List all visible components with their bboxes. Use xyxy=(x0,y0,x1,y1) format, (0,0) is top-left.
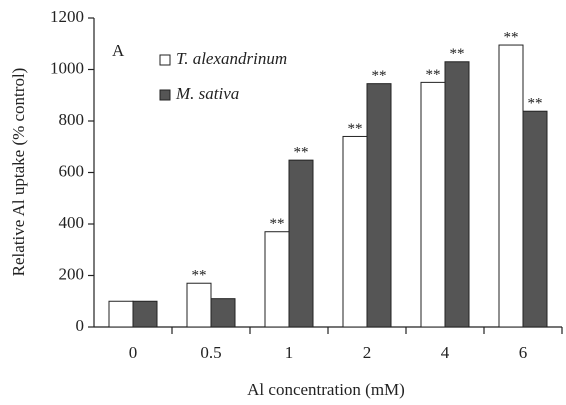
significance-label: ** xyxy=(528,96,543,112)
significance-label: ** xyxy=(294,145,309,161)
y-tick-label: 600 xyxy=(59,161,85,180)
significance-label: ** xyxy=(426,67,441,83)
bar xyxy=(264,231,290,328)
significance-label: ** xyxy=(270,216,285,232)
y-axis-title: Relative Al uptake (% control) xyxy=(9,68,28,277)
bar xyxy=(210,298,236,328)
legend-label: M. sativa xyxy=(175,84,239,103)
bar xyxy=(522,110,548,328)
significance-label: ** xyxy=(504,29,519,45)
bar xyxy=(444,61,470,328)
legend-label: T. alexandrinum xyxy=(176,49,287,68)
bar xyxy=(342,135,368,328)
y-tick-label: 0 xyxy=(76,316,85,335)
bar xyxy=(108,300,134,328)
x-tick-label: 2 xyxy=(363,343,372,362)
significance-label: ** xyxy=(192,268,207,284)
y-tick-label: 800 xyxy=(59,110,85,129)
legend-swatch xyxy=(159,54,171,66)
bar xyxy=(288,159,314,328)
x-axis-title: Al concentration (mM) xyxy=(247,380,405,399)
x-tick-label: 0.5 xyxy=(200,343,221,362)
bar xyxy=(186,282,212,328)
significance-label: ** xyxy=(450,46,465,62)
bar xyxy=(420,81,446,328)
legend-swatch xyxy=(159,89,171,101)
significance-label: ** xyxy=(348,121,363,137)
bar xyxy=(366,83,392,328)
y-tick-label: 400 xyxy=(59,213,85,232)
y-tick-label: 1200 xyxy=(50,7,84,26)
x-tick-label: 4 xyxy=(441,343,450,362)
y-tick-label: 1000 xyxy=(50,58,84,77)
bar xyxy=(132,300,158,328)
x-tick-label: 1 xyxy=(285,343,294,362)
y-tick-label: 200 xyxy=(59,264,85,283)
x-tick-label: 6 xyxy=(519,343,528,362)
x-tick-label: 0 xyxy=(129,343,138,362)
bar xyxy=(498,44,524,328)
panel-label: A xyxy=(112,41,125,60)
significance-label: ** xyxy=(372,68,387,84)
